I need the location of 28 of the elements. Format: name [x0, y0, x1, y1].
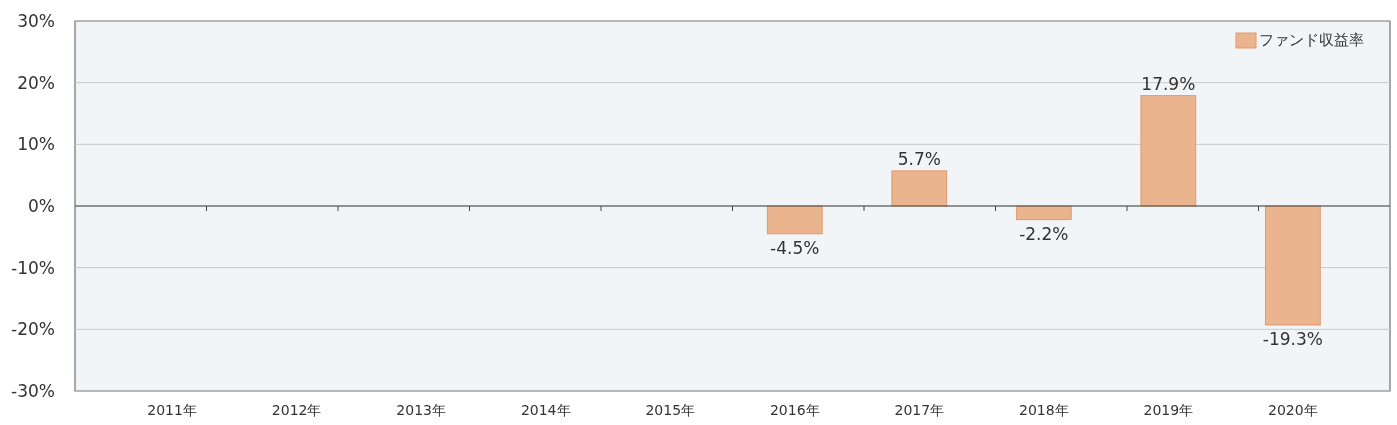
bar	[891, 170, 948, 207]
x-tick-label: 2013年	[396, 402, 446, 418]
text: -4.5%	[770, 237, 820, 258]
text: 17.9%	[1141, 73, 1196, 94]
y-tick-label: -10%	[11, 257, 55, 278]
y-tick-label: -30%	[11, 380, 55, 401]
text: -2.2%	[1019, 223, 1069, 244]
x-tick-label: 2020年	[1268, 402, 1318, 418]
x-tick-label: 2019年	[1143, 402, 1194, 418]
x-tick-label: 2014年	[520, 402, 571, 418]
bar	[766, 205, 823, 235]
x-tick-label: 2018年	[1019, 402, 1069, 418]
y-tick-label: -20%	[11, 319, 55, 340]
text: -19.3%	[1262, 329, 1323, 350]
text: 5.7%	[897, 148, 941, 169]
bar	[1264, 205, 1321, 326]
x-tick-label: 2015年	[645, 402, 696, 418]
legend-label: ファンド収益率	[1259, 31, 1364, 49]
y-tick-label: 10%	[17, 134, 55, 155]
y-tick-label: 30%	[17, 10, 55, 31]
y-tick-label: 20%	[17, 72, 55, 93]
bar	[1140, 95, 1197, 207]
x-tick-label: 2011年	[147, 402, 197, 418]
x-tick-label: 2012年	[271, 402, 322, 418]
x-tick-label: 2016年	[769, 402, 820, 418]
x-tick-label: 2017年	[894, 402, 945, 418]
y-tick-label: 0%	[28, 195, 55, 216]
bar	[1015, 205, 1072, 221]
